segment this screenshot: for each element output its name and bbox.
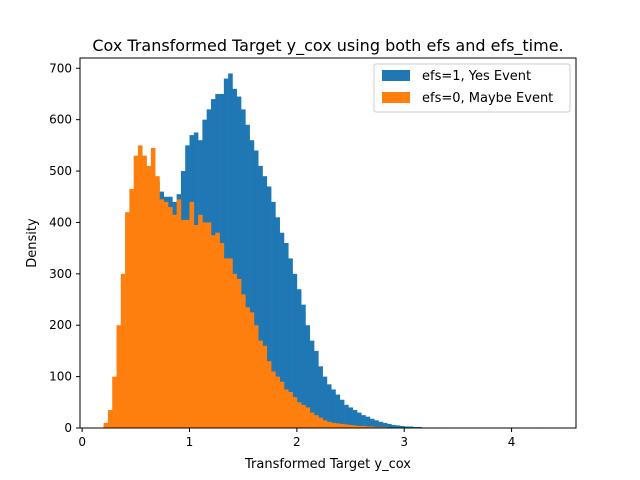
- y-tick-label: 100: [49, 370, 72, 384]
- histogram-bar: [353, 410, 358, 428]
- histogram-bar: [224, 258, 229, 428]
- histogram-bar: [211, 235, 216, 428]
- chart-title: Cox Transformed Target y_cox using both …: [92, 36, 563, 56]
- histogram-bar: [185, 220, 190, 428]
- histogram-bar: [288, 392, 293, 428]
- histogram-bar: [181, 220, 186, 428]
- histogram-bar: [129, 189, 134, 428]
- histogram-bar: [138, 145, 143, 428]
- histogram-bar: [177, 199, 182, 428]
- histogram-bar: [117, 325, 122, 428]
- histogram-bar: [232, 274, 237, 428]
- histogram-bar: [108, 410, 113, 428]
- histogram-bar: [318, 418, 323, 428]
- y-tick-label: 0: [64, 421, 72, 435]
- histogram-bar: [336, 423, 341, 428]
- y-tick-label: 200: [49, 318, 72, 332]
- histogram-bar: [357, 413, 362, 428]
- histogram-bar: [142, 156, 147, 428]
- histogram-bar: [314, 415, 319, 428]
- histogram-bar: [366, 417, 371, 428]
- histogram-bar: [190, 202, 195, 428]
- y-tick-label: 700: [49, 61, 72, 75]
- x-tick-label: 1: [186, 435, 194, 449]
- histogram-bar: [228, 258, 233, 428]
- y-tick-label: 500: [49, 164, 72, 178]
- histogram-bar: [323, 420, 328, 428]
- histogram-bar: [340, 424, 345, 428]
- histogram-bar: [151, 148, 156, 428]
- histogram-bar: [155, 176, 160, 428]
- histogram-bar: [263, 346, 268, 428]
- histogram-bar: [293, 397, 298, 428]
- histogram-bar: [374, 420, 379, 428]
- x-axis-label: Transformed Target y_cox: [244, 457, 411, 472]
- histogram-bar: [284, 389, 289, 428]
- histogram-bar: [220, 243, 225, 428]
- histogram-bar: [267, 361, 272, 428]
- histogram-bar: [164, 202, 169, 428]
- histogram-bar: [331, 423, 336, 428]
- histogram-bar: [327, 422, 332, 428]
- histogram-bar: [134, 156, 139, 428]
- histogram-bar: [112, 377, 117, 428]
- y-tick-label: 600: [49, 113, 72, 127]
- histogram-bar: [237, 279, 242, 428]
- y-tick-label: 300: [49, 267, 72, 281]
- histogram-bar: [344, 424, 349, 428]
- x-tick-label: 2: [293, 435, 301, 449]
- legend-swatch-efs0: [382, 92, 410, 103]
- histogram-bar: [271, 371, 276, 428]
- histogram-bar: [125, 212, 130, 428]
- histogram-bar: [198, 215, 203, 428]
- histogram-bar: [245, 307, 250, 428]
- histogram-bar: [348, 407, 353, 428]
- histogram-bar: [172, 215, 177, 428]
- histogram-bar: [207, 222, 212, 428]
- y-tick-label: 400: [49, 215, 72, 229]
- histogram-bar: [254, 325, 259, 428]
- histogram-bar: [258, 341, 263, 428]
- histogram-bar: [215, 233, 220, 428]
- legend: efs=1, Yes Event efs=0, Maybe Event: [374, 64, 570, 112]
- x-tick-label: 4: [508, 435, 516, 449]
- histogram-bar: [387, 424, 392, 428]
- histogram-bar: [275, 377, 280, 428]
- legend-label-efs1: efs=1, Yes Event: [422, 69, 531, 84]
- histogram-bar: [297, 402, 302, 428]
- histogram-bar: [202, 222, 207, 428]
- histogram-bar: [301, 405, 306, 428]
- histogram-bar: [104, 423, 109, 428]
- histogram-bar: [168, 207, 173, 428]
- y-axis-label: Density: [25, 218, 40, 268]
- histogram-bar: [194, 225, 199, 428]
- x-tick-label: 3: [400, 435, 408, 449]
- histogram-bar: [250, 312, 255, 428]
- legend-label-efs0: efs=0, Maybe Event: [422, 91, 553, 106]
- histogram-bar: [159, 199, 164, 428]
- histogram-bar: [305, 407, 310, 428]
- histogram-bar: [331, 389, 336, 428]
- histogram-bar: [340, 400, 345, 428]
- histogram-bar: [280, 382, 285, 428]
- histogram-bar: [147, 166, 152, 428]
- legend-swatch-efs1: [382, 70, 410, 81]
- histogram-bar: [121, 274, 126, 428]
- x-tick-label: 0: [78, 435, 86, 449]
- histogram-bar: [241, 294, 246, 428]
- histogram-bar: [327, 384, 332, 428]
- histogram-bar: [336, 395, 341, 428]
- histogram-bar: [310, 413, 315, 428]
